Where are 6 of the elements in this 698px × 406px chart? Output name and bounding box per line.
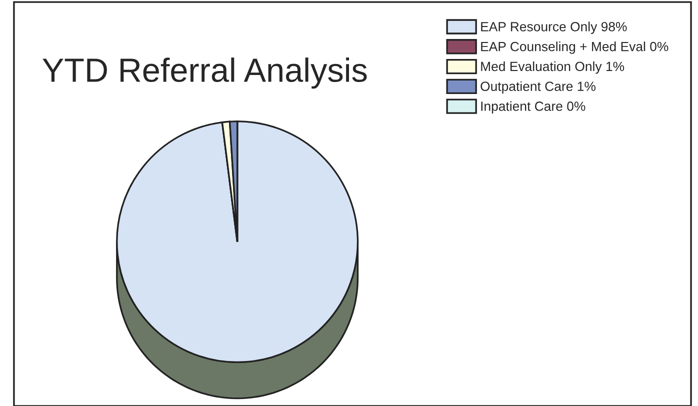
legend-label: Med Evaluation Only 1%: [481, 61, 624, 74]
text: YTD Referral Analysis: [42, 58, 367, 89]
legend-label: EAP Resource Only 98%: [481, 22, 627, 34]
legend-label: EAP Counseling + Med Eval 0%: [481, 42, 668, 54]
legend-label: Inpatient Care 0%: [481, 101, 586, 114]
legend-label: Outpatient Care 1%: [480, 81, 596, 94]
